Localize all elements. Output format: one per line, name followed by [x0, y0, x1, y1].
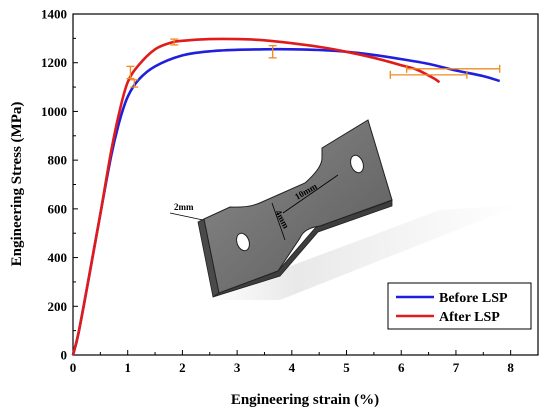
x-tick-label: 7	[453, 360, 460, 375]
x-tick-label: 5	[343, 360, 350, 375]
dim-line-10mm	[282, 174, 339, 214]
x-tick-label: 3	[234, 360, 241, 375]
legend: Before LSP After LSP	[387, 282, 532, 330]
x-tick-label: 1	[124, 360, 131, 375]
error-bars	[126, 38, 501, 88]
x-tick-label: 6	[398, 360, 405, 375]
y-tick-label: 600	[48, 201, 68, 216]
y-tick-label: 0	[61, 348, 68, 363]
dim-line-2mm	[169, 212, 204, 221]
series-layer	[71, 37, 501, 356]
legend-label-before-lsp: Before LSP	[439, 291, 508, 306]
x-tick-label: 0	[70, 360, 77, 375]
specimen-illustration: 2mm 10mm 4mm	[169, 119, 520, 300]
y-tick-label: 1000	[41, 104, 67, 119]
specimen-hole-left	[236, 232, 250, 252]
x-axis: 0 1 2 3 4 5 6 7 8	[70, 350, 539, 375]
y-tick-label: 1200	[41, 55, 67, 70]
series-line-after-lsp	[71, 37, 441, 356]
x-tick-label: 4	[289, 360, 296, 375]
legend-box	[387, 282, 532, 330]
legend-label-after-lsp: After LSP	[439, 310, 500, 325]
specimen-hole-right	[350, 154, 364, 174]
y-tick-label: 800	[48, 153, 68, 168]
dim-line-4mm	[271, 202, 286, 241]
y-tick-label: 200	[48, 299, 68, 314]
y-tick-label: 1400	[41, 7, 67, 22]
x-tick-label: 2	[179, 360, 186, 375]
x-axis-title: Engineering strain (%)	[231, 392, 379, 408]
x-tick-label: 8	[507, 360, 514, 375]
dim-label-2mm: 2mm	[174, 202, 194, 212]
y-axis: 0 200 400 600 800 1000 1200 1400	[41, 7, 78, 363]
y-tick-label: 400	[48, 250, 68, 265]
y-axis-title: Engineering Stress (MPa)	[9, 102, 25, 267]
specimen-top-face	[203, 119, 393, 294]
